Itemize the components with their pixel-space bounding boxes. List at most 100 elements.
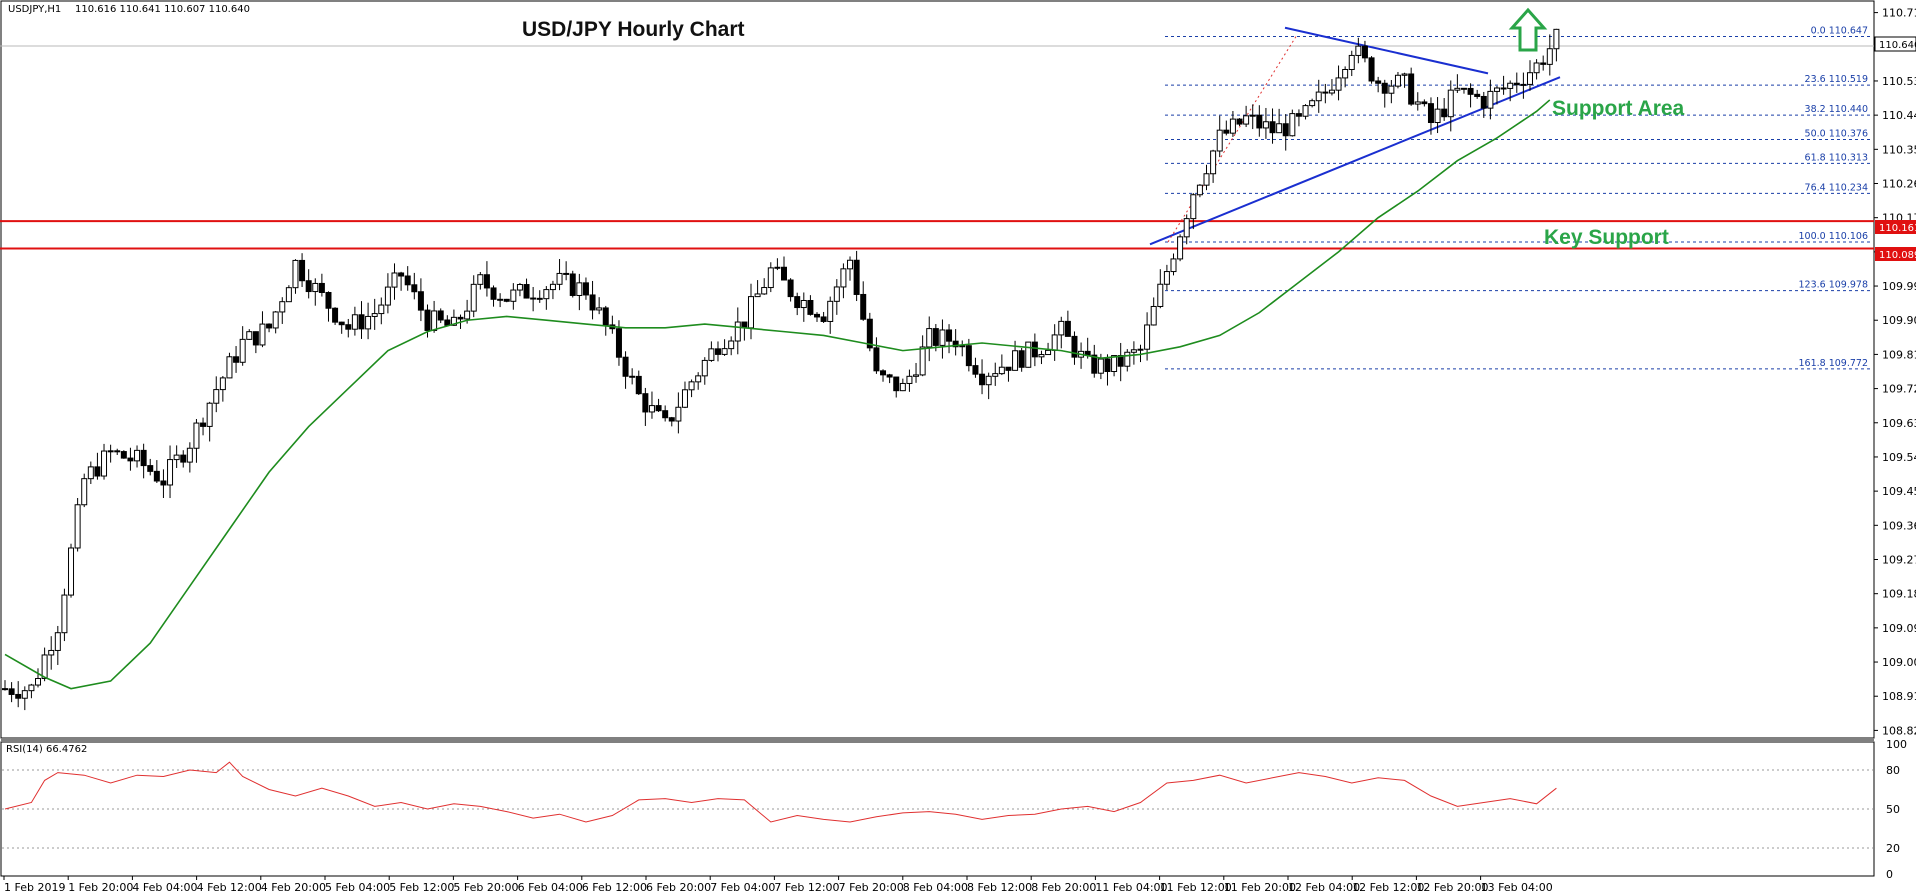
- candle-bull: [1302, 105, 1309, 117]
- candle-bear: [886, 374, 893, 378]
- candle-bull: [675, 406, 682, 422]
- candle-bull: [985, 375, 992, 386]
- candle-bull: [1150, 305, 1157, 326]
- candle-bear: [615, 328, 622, 358]
- candle-bull: [992, 373, 999, 377]
- candle-bull: [1546, 48, 1553, 65]
- candle-bear: [866, 318, 873, 349]
- candle-bull: [1394, 74, 1401, 87]
- time-tick-label: 5 Feb 12:00: [389, 881, 454, 894]
- price-tick-label: 109.900: [1882, 314, 1916, 327]
- candle-bear: [1236, 118, 1243, 125]
- support-price-tag: [1875, 247, 1916, 261]
- candle-bear: [1256, 114, 1263, 129]
- rsi-line: [4, 761, 1557, 823]
- price-tick-label: 109.630: [1882, 417, 1916, 430]
- support-lines: [0, 220, 1874, 250]
- time-tick-label: 12 Feb 20:00: [1416, 881, 1488, 894]
- candle-bull: [1315, 91, 1322, 102]
- candle-bull: [734, 321, 741, 342]
- time-tick-label: 1 Feb 2019: [4, 881, 65, 894]
- candle-bull: [754, 293, 761, 298]
- candle-bull: [21, 690, 28, 699]
- candle-bull: [28, 684, 35, 692]
- price-tick-label: 110.260: [1882, 178, 1916, 191]
- candle-bear: [15, 693, 22, 699]
- candle-bull: [431, 310, 438, 331]
- fib-level-label: 161.8 109.772: [1798, 358, 1868, 369]
- candle-bear: [404, 275, 411, 286]
- candle-bull: [1388, 85, 1395, 94]
- fib-swing-line: [1167, 36, 1297, 243]
- candle-bull: [556, 272, 563, 285]
- candle-bull: [906, 375, 913, 384]
- candle-bull: [1124, 351, 1131, 367]
- candle-bear: [582, 282, 589, 296]
- candle-bull: [365, 315, 372, 330]
- candle-bear: [120, 451, 127, 459]
- time-tick-label: 12 Feb 04:00: [1288, 881, 1360, 894]
- candle-bull: [279, 301, 286, 313]
- candle-bull: [1335, 77, 1342, 91]
- candle-bear: [530, 297, 537, 300]
- candle-bear: [1322, 91, 1329, 94]
- candle-bull: [1493, 87, 1500, 92]
- rsi-tick-label: 20: [1886, 842, 1900, 855]
- candle-bear: [668, 417, 675, 422]
- candle-bull: [213, 389, 220, 404]
- candle-bull: [272, 311, 279, 329]
- candle-bull: [1157, 283, 1164, 307]
- price-tick-label: 109.540: [1882, 451, 1916, 464]
- candle-bear: [563, 272, 570, 275]
- candle-bear: [424, 309, 431, 331]
- candle-bear: [318, 282, 325, 293]
- candle-bear: [1513, 82, 1520, 86]
- candle-bull: [648, 405, 655, 413]
- candle-bull: [450, 316, 457, 326]
- candle-bear: [820, 316, 827, 322]
- candle-bear: [358, 314, 365, 330]
- candle-bear: [1375, 80, 1382, 84]
- candle-bull: [101, 450, 108, 477]
- candle-bear: [338, 321, 345, 326]
- candle-bear: [444, 319, 451, 326]
- candle-bull: [384, 286, 391, 306]
- candle-bear: [946, 329, 953, 342]
- candle-bull: [285, 287, 292, 303]
- candle-bull: [549, 283, 556, 291]
- candle-bear: [332, 307, 339, 323]
- price-tick-label: 109.810: [1882, 348, 1916, 361]
- candle-bear: [569, 273, 576, 296]
- candle-bull: [939, 329, 946, 346]
- candle-bull: [827, 300, 834, 322]
- time-tick-label: 13 Feb 04:00: [1481, 881, 1553, 894]
- candle-bull: [477, 274, 484, 285]
- candle-bull: [998, 366, 1005, 375]
- candle-bear: [523, 284, 530, 299]
- candle-bull: [1097, 358, 1104, 374]
- candle-bull: [1190, 194, 1197, 220]
- candle-bear: [252, 331, 259, 346]
- candle-bull: [1183, 218, 1190, 238]
- candle-bear: [417, 291, 424, 311]
- time-tick-label: 8 Feb 20:00: [1031, 881, 1096, 894]
- time-tick-label: 5 Feb 20:00: [453, 881, 518, 894]
- time-tick-label: 11 Feb 04:00: [1095, 881, 1167, 894]
- candle-bear: [497, 298, 504, 301]
- candle-bear: [642, 393, 649, 413]
- candle-bear: [629, 375, 636, 378]
- candle-bear: [787, 279, 794, 298]
- price-tick-label: 109.180: [1882, 588, 1916, 601]
- ma-line: [4, 99, 1551, 690]
- candle-bull: [1111, 355, 1118, 373]
- candle-bear: [437, 310, 444, 321]
- candle-bear: [635, 375, 642, 395]
- rsi-tick-label: 50: [1886, 803, 1900, 816]
- candle-bear: [490, 287, 497, 300]
- time-tick-label: 7 Feb 12:00: [774, 881, 839, 894]
- candle-bear: [622, 356, 629, 377]
- candle-bull: [186, 447, 193, 463]
- candle-bull: [681, 389, 688, 408]
- candle-bull: [1276, 123, 1283, 134]
